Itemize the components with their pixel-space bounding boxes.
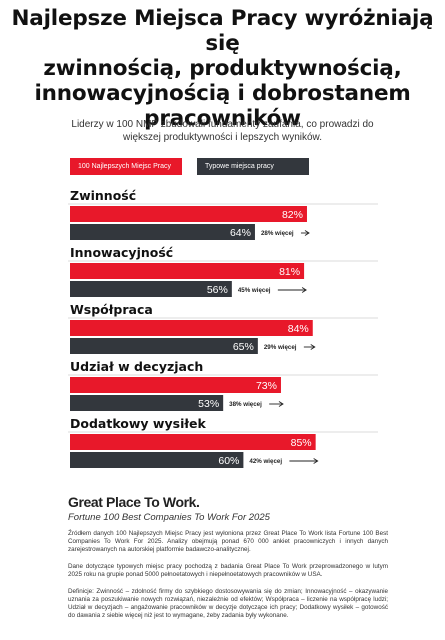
legend-top-workplaces: 100 Najlepszych Miejsc Pracy: [70, 158, 182, 175]
value-label-typical-dodatkowy-wysiłek: 60%: [218, 455, 239, 467]
category-label-udział-w-decyzjach: Udział w decyzjach: [70, 359, 203, 374]
legend-typical-workplaces: Typowe miejsca pracy: [197, 158, 309, 175]
value-label-typical-udział-w-decyzjach: 53%: [198, 398, 219, 410]
difference-label-współpraca: 29% więcej: [264, 344, 297, 351]
bar-chart: Zwinność 82% 64% 28% więcej Innowacyjność 81%…: [0, 180, 445, 470]
value-label-top-udział-w-decyzjach: 73%: [256, 380, 277, 392]
subtitle: Liderzy w 100 NMP zbudowali fundamenty z…: [50, 118, 395, 144]
difference-label-zwinność: 28% więcej: [261, 230, 294, 237]
great-place-to-work-logo: Great Place To Work.: [68, 494, 200, 510]
bar-top-udział-w-decyzjach: [70, 377, 281, 393]
headline-line-1: Najlepsze Miejsca Pracy wyróżniają się: [0, 6, 445, 56]
subtitle-line-1: Liderzy w 100 NMP zbudowali fundamenty z…: [50, 118, 395, 131]
value-label-top-innowacyjność: 81%: [279, 266, 300, 278]
value-label-typical-zwinność: 64%: [230, 227, 251, 239]
bar-top-dodatkowy-wysiłek: [70, 434, 316, 450]
headline-line-3: innowacyjnością i dobrostanem: [0, 81, 445, 106]
difference-label-udział-w-decyzjach: 38% więcej: [229, 401, 262, 408]
bar-typical-współpraca: [70, 338, 258, 354]
value-label-top-zwinność: 82%: [282, 209, 303, 221]
subtitle-line-2: większej produktywności i lepszych wynik…: [50, 131, 395, 144]
footnote-typical: Dane dotyczące typowych miejsc pracy poc…: [68, 563, 388, 579]
bar-top-zwinność: [70, 206, 307, 222]
bar-typical-zwinność: [70, 224, 255, 240]
category-label-dodatkowy-wysiłek: Dodatkowy wysiłek: [70, 416, 206, 431]
difference-label-innowacyjność: 45% więcej: [238, 287, 271, 294]
value-label-top-współpraca: 84%: [288, 323, 309, 335]
headline: Najlepsze Miejsca Pracy wyróżniają się z…: [0, 6, 445, 131]
value-label-typical-innowacyjność: 56%: [207, 284, 228, 296]
value-label-top-dodatkowy-wysiłek: 85%: [291, 437, 312, 449]
bar-top-współpraca: [70, 320, 313, 336]
footnote-source: Źródłem danych 100 Najlepszych Miejsc Pr…: [68, 530, 388, 554]
fortune-100-subtitle: Fortune 100 Best Companies To Work For 2…: [68, 512, 270, 523]
category-label-współpraca: Współpraca: [70, 302, 153, 317]
category-label-zwinność: Zwinność: [70, 188, 136, 203]
bar-typical-dodatkowy-wysiłek: [70, 452, 243, 468]
category-label-innowacyjność: Innowacyjność: [70, 245, 173, 260]
bar-top-innowacyjność: [70, 263, 304, 279]
headline-line-2: zwinnością, produktywnością,: [0, 56, 445, 81]
value-label-typical-współpraca: 65%: [233, 341, 254, 353]
difference-label-dodatkowy-wysiłek: 42% więcej: [249, 458, 282, 465]
footnote-definitions: Definicje: Zwinność – zdolność firmy do …: [68, 588, 388, 620]
